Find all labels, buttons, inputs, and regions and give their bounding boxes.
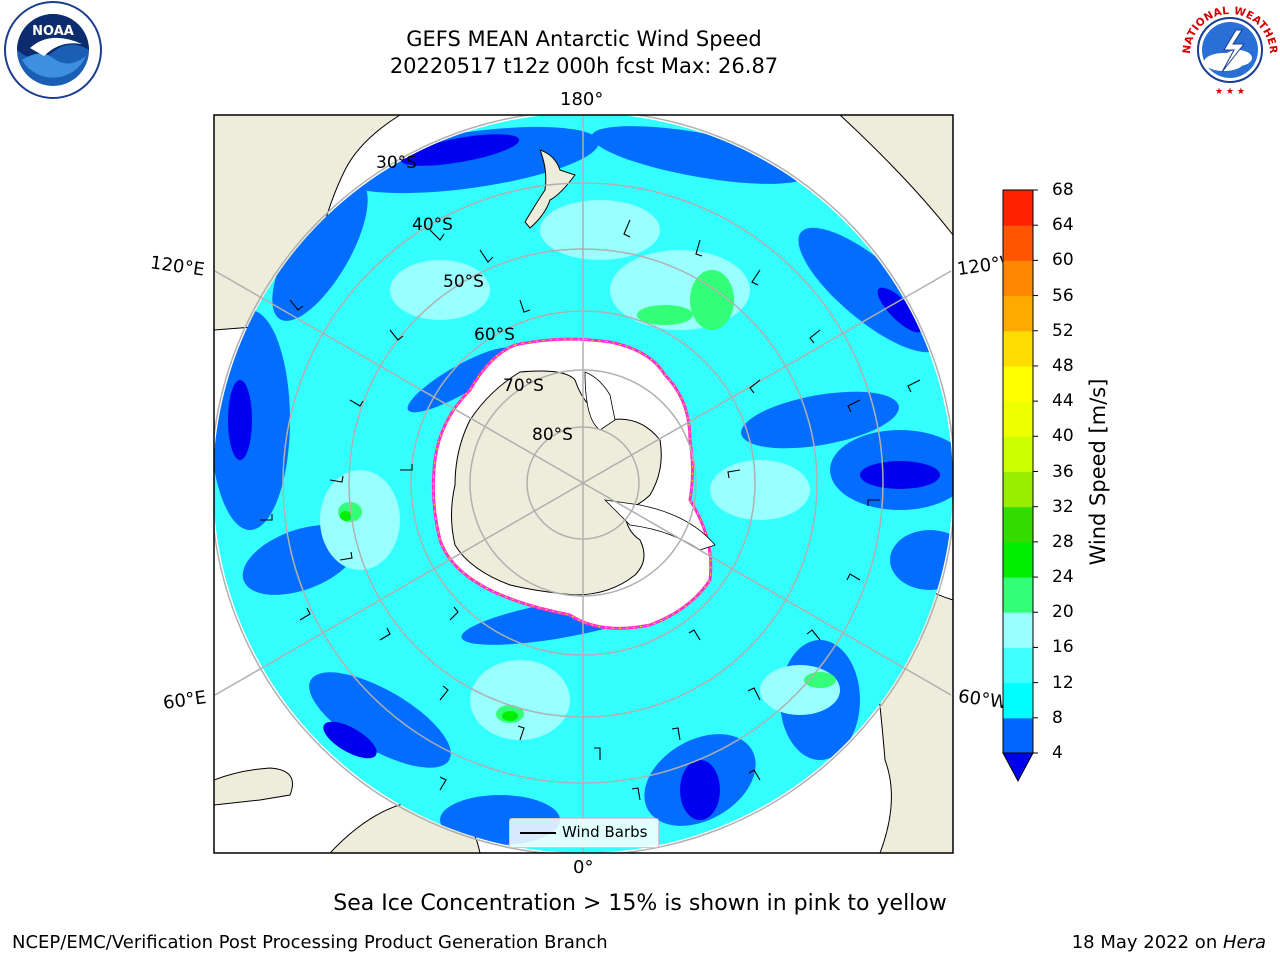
- colorbar-segment: [1003, 295, 1033, 332]
- colorbar-segment: [1003, 330, 1033, 367]
- colorbar-segment: [1003, 401, 1033, 437]
- colorbar-segment: [1003, 190, 1033, 226]
- colorbar-tick-label: 40: [1052, 426, 1074, 447]
- colorbar-tick-label: 8: [1052, 707, 1063, 728]
- colorbar-segment: [1003, 717, 1033, 754]
- new-zealand: [524, 149, 576, 229]
- chart-title: GEFS MEAN Antarctic Wind Speed: [406, 27, 762, 51]
- graticule: [214, 115, 953, 853]
- colorbar-tick-label: 32: [1052, 496, 1074, 517]
- colorbar-tick-label: 24: [1052, 567, 1074, 588]
- colorbar-tick-label: 44: [1052, 391, 1074, 412]
- colorbar: [1002, 188, 1042, 787]
- sea-ice-note: Sea Ice Concentration > 15% is shown in …: [333, 891, 947, 916]
- colorbar-tick-label: 48: [1052, 355, 1074, 376]
- national-weather-service-logo: NATIONAL WEATHER SERVICE ★ ★ ★: [1172, 0, 1280, 104]
- colorbar-tick-label: 20: [1052, 602, 1074, 623]
- lon-label-60e: 60°E: [161, 687, 208, 714]
- map-legend: Wind Barbs: [509, 818, 659, 848]
- colorbar-tick-label: 52: [1052, 320, 1074, 341]
- noaa-logo-text: NOAA: [32, 24, 74, 39]
- colorbar-tick-label: 60: [1052, 250, 1074, 271]
- lon-label-60w: 60°W: [956, 685, 1006, 714]
- colorbar-segment: [1003, 471, 1033, 508]
- colorbar-segment: [1003, 506, 1033, 543]
- colorbar-segment: [1003, 612, 1033, 648]
- map-panel: 30°S 40°S 50°S 60°S 70°S 80°S: [213, 114, 954, 854]
- lon-label-120e: 120°E: [148, 252, 206, 281]
- lat-label-50s: 50°S: [443, 272, 484, 292]
- colorbar-label: Wind Speed [m/s]: [1086, 378, 1110, 566]
- colorbar-segment: [1003, 260, 1033, 297]
- footer-date: 18 May 2022 on Hera: [1072, 932, 1266, 953]
- lat-label-30s: 30°S: [376, 153, 417, 173]
- wind-barbs: [260, 219, 921, 801]
- legend-label: Wind Barbs: [562, 823, 648, 841]
- colorbar-segment: [1003, 577, 1033, 613]
- lat-label-40s: 40°S: [412, 215, 453, 235]
- noaa-logo: NOAA: [0, 0, 106, 104]
- colorbar-segment: [1003, 365, 1033, 402]
- lon-label-0: 0°: [573, 857, 594, 878]
- colorbar-segment: [1003, 647, 1033, 684]
- colorbar-segment: [1003, 436, 1033, 472]
- lat-label-60s: 60°S: [474, 325, 515, 345]
- colorbar-tick-label: 4: [1052, 743, 1063, 763]
- colorbar-tick-label: 12: [1052, 672, 1074, 693]
- colorbar-tick-label: 36: [1052, 461, 1074, 482]
- colorbar-under-arrow: [1002, 752, 1034, 783]
- antarctica: [451, 370, 662, 596]
- colorbar-svg: [1002, 189, 1038, 783]
- colorbar-tick-label: 68: [1052, 180, 1074, 200]
- colorbar-segment: [1003, 682, 1033, 719]
- lat-label-80s: 80°S: [532, 425, 573, 445]
- chart-subtitle: 20220517 t12z 000h fcst Max: 26.87: [389, 54, 779, 78]
- colorbar-tick-label: 64: [1052, 215, 1074, 236]
- colorbar-segment: [1003, 225, 1033, 261]
- colorbar-segment: [1003, 541, 1033, 578]
- colorbar-tick-label: 28: [1052, 531, 1074, 552]
- footer-machine: Hera: [1222, 932, 1266, 953]
- colorbar-tick-label: 56: [1052, 285, 1074, 306]
- polar-map-svg: 30°S 40°S 50°S 60°S 70°S 80°S: [213, 114, 954, 854]
- map-frame: [213, 114, 954, 854]
- colorbar-tick-label: 16: [1052, 637, 1074, 658]
- footer-date-text: 18 May 2022 on: [1071, 932, 1223, 953]
- footer-credit: NCEP/EMC/Verification Post Processing Pr…: [12, 932, 608, 953]
- lon-label-180: 180°: [560, 89, 604, 110]
- svg-text:★ ★ ★: ★ ★ ★: [1215, 87, 1245, 97]
- lon-label-120w: 120°W: [955, 252, 1005, 281]
- wind-barb-legend-line: [520, 832, 556, 834]
- lat-label-70s: 70°S: [503, 376, 544, 396]
